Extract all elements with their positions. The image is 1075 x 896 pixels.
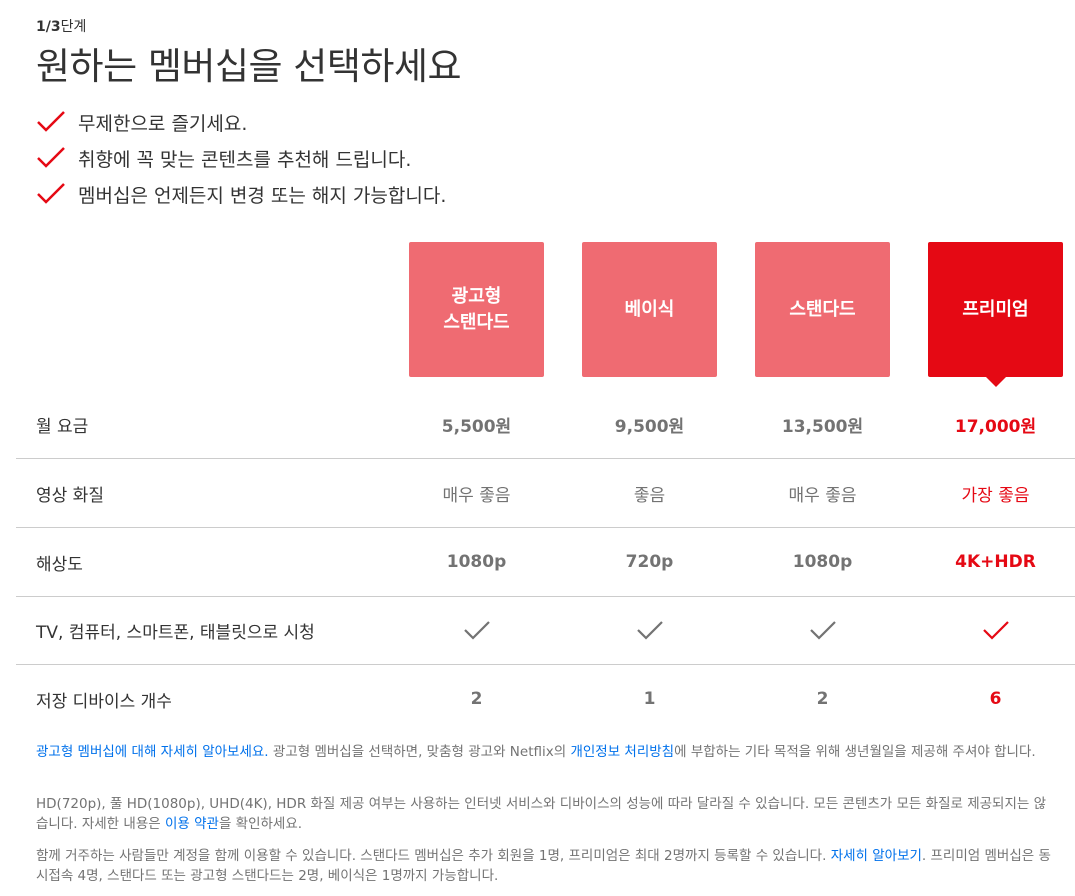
step-indicator: 1/3단계	[36, 19, 87, 35]
device-support-cell	[755, 619, 890, 643]
price-value: 17,000원	[954, 416, 1037, 437]
checkmark-icon	[636, 620, 663, 640]
terms-of-use-link[interactable]: 이용 약관	[164, 816, 219, 832]
page-title: 원하는 멤버십을 선택하세요	[36, 45, 462, 88]
download-value: 1	[643, 689, 656, 709]
benefit-item: 무제한으로 즐기세요.	[36, 104, 446, 140]
row-label: 저장 디바이스 개수	[36, 691, 172, 712]
ad-plan-note: 광고형 멤버십에 대해 자세히 알아보세요. 광고형 멤버십을 선택하면, 맞춤…	[36, 744, 1036, 760]
benefit-list: 무제한으로 즐기세요. 취향에 꼭 맞는 콘텐츠를 추천해 드립니다. 멤버십은…	[36, 104, 446, 212]
plan-card-premium[interactable]: 프리미엄	[928, 242, 1063, 387]
device-support-cell	[409, 619, 544, 643]
price-value: 9,500원	[614, 416, 685, 437]
plan-card-basic[interactable]: 베이식	[582, 242, 717, 377]
resolution-value: 1080p	[792, 552, 853, 572]
quality-note: HD(720p), 풀 HD(1080p), UHD(4K), HDR 화질 제…	[36, 796, 1047, 832]
checkmark-icon	[37, 147, 65, 168]
quality-value: 매우 좋음	[788, 485, 857, 506]
row-video-quality: 영상 화질 매우 좋음 좋음 매우 좋음 가장 좋음	[16, 459, 1075, 528]
resolution-value: 720p	[625, 552, 674, 572]
plan-card-ad-standard[interactable]: 광고형 스탠다드	[409, 242, 544, 377]
checkmark-icon	[982, 620, 1009, 640]
row-monthly-price: 월 요금 5,500원 9,500원 13,500원 17,000원	[16, 390, 1075, 459]
download-value: 2	[816, 689, 829, 709]
checkmark-icon	[463, 620, 490, 640]
household-learn-more-link[interactable]: 자세히 알아보기	[830, 848, 922, 864]
row-resolution: 해상도 1080p 720p 1080p 4K+HDR	[16, 528, 1075, 597]
quality-value: 가장 좋음	[961, 485, 1030, 506]
checkmark-icon	[37, 111, 65, 132]
resolution-value: 1080p	[446, 552, 507, 572]
device-support-cell	[928, 619, 1063, 643]
checkmark-icon	[809, 620, 836, 640]
row-label: 월 요금	[36, 416, 89, 437]
row-devices: TV, 컴퓨터, 스마트폰, 태블릿으로 시청	[16, 597, 1075, 665]
household-note: 함께 거주하는 사람들만 계정을 함께 이용할 수 있습니다. 스탠다드 멤버십…	[36, 848, 1051, 884]
row-label: 영상 화질	[36, 485, 104, 506]
price-value: 13,500원	[781, 416, 864, 437]
download-value: 6	[989, 689, 1002, 709]
row-label: 해상도	[36, 554, 83, 575]
price-value: 5,500원	[441, 416, 512, 437]
benefit-item: 멤버십은 언제든지 변경 또는 해지 가능합니다.	[36, 176, 446, 212]
privacy-policy-link[interactable]: 개인정보 처리방침	[570, 744, 675, 760]
benefit-item: 취향에 꼭 맞는 콘텐츠를 추천해 드립니다.	[36, 140, 446, 176]
row-download-devices: 저장 디바이스 개수 2 1 2 6	[16, 665, 1075, 733]
plan-card-standard[interactable]: 스탠다드	[755, 242, 890, 377]
row-label: TV, 컴퓨터, 스마트폰, 태블릿으로 시청	[36, 623, 315, 643]
quality-value: 매우 좋음	[442, 485, 511, 506]
ad-plan-learn-more-link[interactable]: 광고형 멤버십에 대해 자세히 알아보세요.	[36, 744, 269, 760]
download-value: 2	[470, 689, 483, 709]
quality-value: 좋음	[633, 485, 666, 506]
resolution-value: 4K+HDR	[955, 552, 1036, 572]
device-support-cell	[582, 619, 717, 643]
checkmark-icon	[37, 183, 65, 204]
